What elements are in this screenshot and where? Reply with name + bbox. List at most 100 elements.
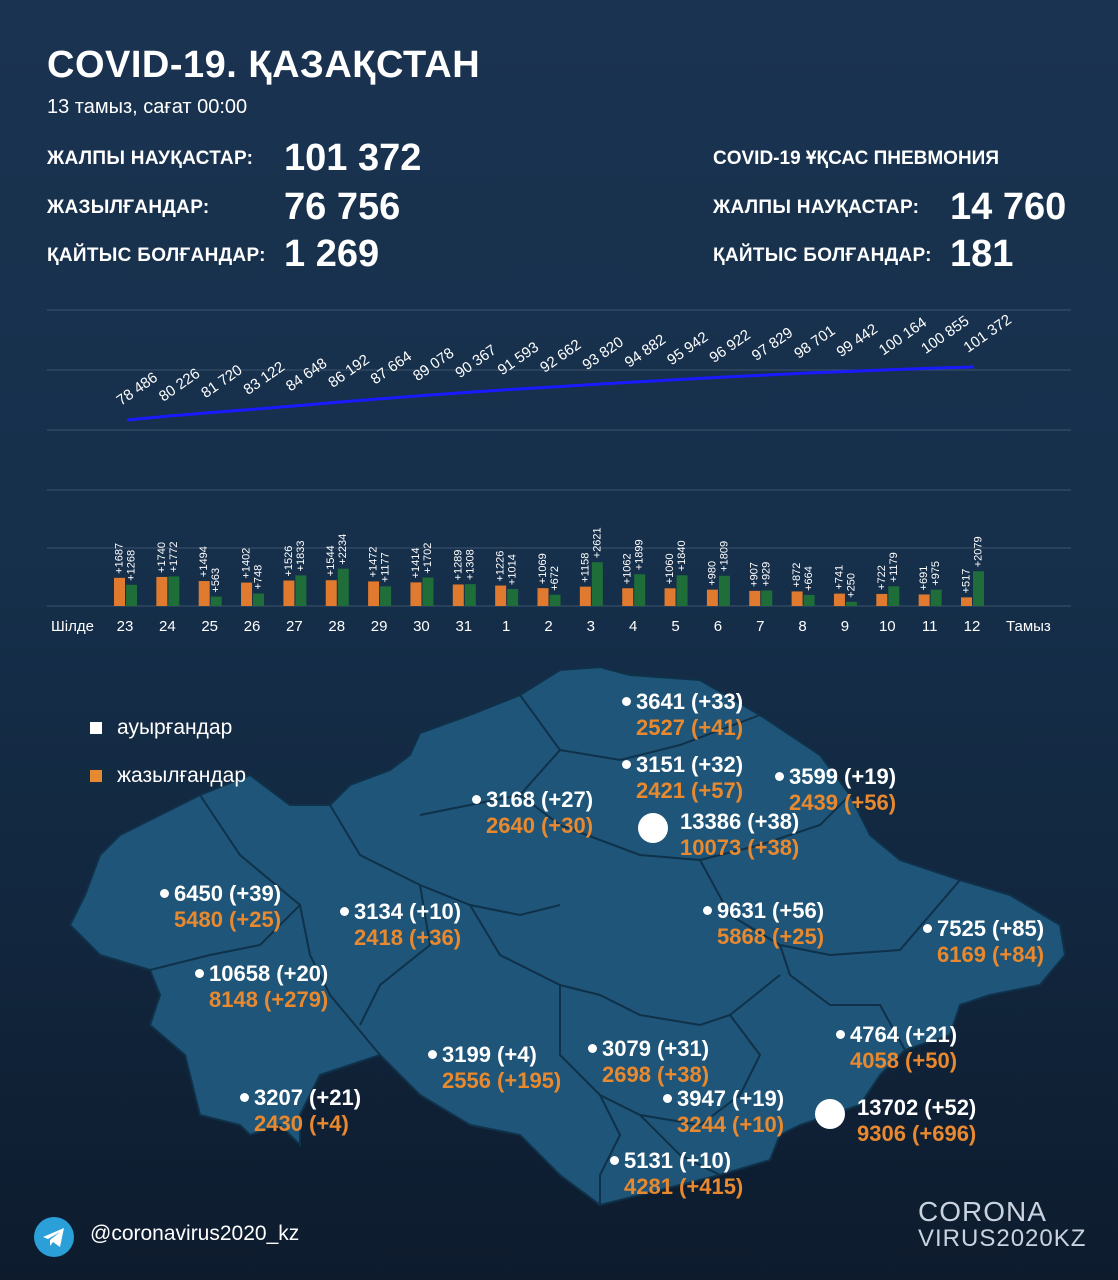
infected-bar	[833, 593, 845, 606]
infected-data-label: +1062	[622, 553, 634, 584]
infected-bar	[114, 577, 125, 606]
region-cases: 3168 (+27)	[486, 787, 594, 812]
line-value-label: 98 701	[791, 322, 838, 362]
x-tick-label: 12	[964, 618, 981, 635]
recovered-data-label: +1014	[507, 554, 519, 585]
recovered-data-label: +672	[549, 566, 561, 591]
line-value-label: 81 720	[198, 362, 245, 402]
region-cases: 13386 (+38)	[680, 809, 800, 834]
region-recovered: 2430 (+4)	[254, 1111, 349, 1136]
infected-bar	[283, 580, 295, 606]
recovered-bar	[337, 568, 349, 606]
recovered-data-label: +1840	[676, 540, 688, 571]
recovered-bar	[464, 584, 476, 606]
recovered-data-label: +1268	[126, 550, 138, 581]
recovered-bar	[676, 575, 688, 606]
recovered-bar	[845, 601, 857, 606]
brand-line-2: VIRUS2020	[918, 1225, 1054, 1252]
recovered-bar	[507, 589, 519, 606]
line-value-label: 95 942	[664, 329, 711, 369]
region-marker	[240, 1093, 249, 1102]
recovered-data-label: +1179	[888, 552, 900, 582]
telegram-handle[interactable]: @coronavirus2020_kz	[90, 1222, 300, 1245]
x-tick-label: 30	[413, 618, 430, 635]
x-tick-label: 7	[756, 618, 764, 635]
infected-data-label: +1289	[452, 550, 464, 581]
x-tick-label: 8	[798, 618, 806, 635]
pneumonia-deaths-label: ҚАЙТЫС БОЛҒАНДАР:	[713, 245, 932, 266]
line-value-label: 100 855	[918, 312, 972, 357]
region-recovered: 10073 (+38)	[680, 835, 800, 860]
infected-bar	[368, 581, 380, 606]
line-value-label: 96 922	[706, 326, 753, 366]
region-recovered: 2527 (+41)	[636, 715, 744, 740]
recovered-bar	[591, 562, 603, 606]
total-cases-label: ЖАЛПЫ НАУҚАСТАР:	[47, 148, 254, 169]
x-tick-label: 26	[244, 618, 261, 635]
infected-bar	[706, 589, 718, 606]
region-recovered: 4281 (+415)	[624, 1174, 744, 1199]
infected-bar	[876, 593, 888, 606]
recovered-bar	[126, 584, 137, 606]
region-recovered: 5480 (+25)	[174, 907, 282, 932]
region-cases: 3079 (+31)	[602, 1036, 710, 1061]
region-recovered: 2556 (+195)	[442, 1068, 562, 1093]
infected-bar	[749, 590, 761, 606]
region-marker	[923, 924, 932, 933]
region-recovered: 8148 (+279)	[209, 987, 329, 1012]
region-cases: 5131 (+10)	[624, 1148, 732, 1173]
infected-data-label: +1687	[114, 543, 126, 574]
recovered-data-label: +1899	[634, 539, 646, 570]
line-value-label: 80 226	[156, 365, 203, 405]
infected-bar	[961, 597, 972, 606]
recovered-bar	[930, 589, 942, 606]
cumulative-line	[126, 365, 975, 422]
region-cases: 10658 (+20)	[209, 961, 329, 986]
region-recovered: 2418 (+36)	[354, 925, 462, 950]
region-recovered: 3244 (+10)	[677, 1112, 785, 1137]
region-recovered: 4058 (+50)	[850, 1048, 958, 1073]
recovered-bar	[718, 575, 730, 606]
recovered-bar	[803, 594, 815, 606]
region-marker	[160, 889, 169, 898]
page-title: COVID-19. ҚАЗАҚСТАН	[47, 44, 481, 86]
pneumonia-total-label: ЖАЛПЫ НАУҚАСТАР:	[713, 197, 920, 218]
line-value-label: 90 367	[452, 342, 499, 382]
infected-data-label: +741	[833, 565, 845, 590]
x-tick-label: 24	[159, 618, 176, 635]
x-tick-label: 31	[455, 618, 472, 635]
pneumonia-title: COVID-19 ҰҚСАС ПНЕВМОНИЯ	[713, 148, 999, 169]
recovered-data-label: +1702	[422, 543, 434, 574]
recovered-bar	[422, 577, 434, 606]
line-value-label: 78 486	[114, 369, 161, 409]
region-cases: 3151 (+32)	[636, 752, 744, 777]
region-recovered: 2640 (+30)	[486, 813, 594, 838]
region-marker	[622, 697, 631, 706]
line-value-label: 84 648	[283, 355, 330, 395]
x-tick-label: 25	[201, 618, 218, 635]
legend-recovered-label: жазылғандар	[117, 764, 247, 787]
region-recovered: 5868 (+25)	[717, 924, 825, 949]
region-recovered: 2439 (+56)	[789, 790, 897, 815]
infected-bar	[537, 588, 549, 606]
month-label-left: Шілде	[51, 618, 94, 635]
line-value-label: 83 122	[241, 358, 288, 398]
infected-bar	[918, 594, 930, 606]
infected-bar	[241, 582, 253, 606]
infected-data-label: +1402	[241, 548, 253, 579]
line-value-label: 87 664	[368, 348, 415, 388]
infected-data-label: +722	[876, 565, 888, 590]
region-marker	[428, 1050, 437, 1059]
recovered-data-label: +975	[930, 561, 942, 586]
region-cases: 7525 (+85)	[937, 916, 1045, 941]
infected-data-label: +691	[918, 566, 930, 591]
line-value-label: 99 442	[833, 320, 880, 360]
region-marker	[703, 906, 712, 915]
pneumonia-total-value: 14 760	[950, 186, 1067, 228]
region-marker	[610, 1156, 619, 1165]
deaths-label: ҚАЙТЫС БОЛҒАНДАР:	[47, 245, 266, 266]
infected-bar	[495, 585, 507, 606]
recovered-data-label: +250	[845, 573, 857, 598]
line-value-label: 86 192	[325, 351, 372, 391]
telegram-icon[interactable]	[34, 1217, 74, 1257]
